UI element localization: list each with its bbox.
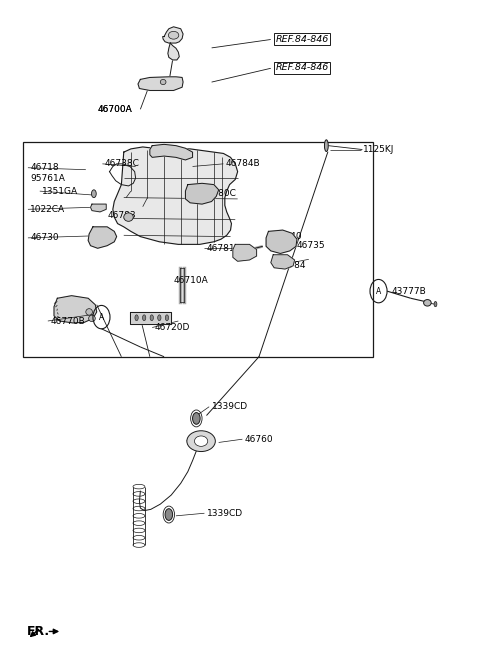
Ellipse shape xyxy=(324,140,328,151)
Polygon shape xyxy=(91,204,106,212)
Polygon shape xyxy=(130,312,171,324)
Ellipse shape xyxy=(434,301,437,307)
Polygon shape xyxy=(150,144,192,160)
Text: FR.: FR. xyxy=(26,625,49,638)
Text: 46700A: 46700A xyxy=(97,105,132,114)
Ellipse shape xyxy=(135,315,138,321)
Text: 46770B: 46770B xyxy=(50,316,85,326)
Ellipse shape xyxy=(124,213,133,221)
Text: 46784: 46784 xyxy=(278,261,306,271)
Bar xyxy=(23,142,373,357)
Ellipse shape xyxy=(194,436,208,446)
Text: 46760: 46760 xyxy=(245,435,274,443)
Text: 95761A: 95761A xyxy=(30,174,65,183)
Polygon shape xyxy=(138,77,183,90)
Ellipse shape xyxy=(187,431,216,451)
Text: REF.84-846: REF.84-846 xyxy=(276,35,329,44)
Ellipse shape xyxy=(143,315,146,321)
Text: A: A xyxy=(99,312,104,322)
Text: 1125KJ: 1125KJ xyxy=(363,145,395,154)
Ellipse shape xyxy=(92,190,96,198)
Polygon shape xyxy=(54,295,96,323)
Ellipse shape xyxy=(160,79,166,84)
Text: 46781A: 46781A xyxy=(207,244,241,253)
Text: 46718: 46718 xyxy=(30,163,59,172)
Text: REF.84-846: REF.84-846 xyxy=(276,64,329,72)
Text: A: A xyxy=(376,287,381,295)
Ellipse shape xyxy=(165,509,173,520)
Ellipse shape xyxy=(86,309,93,315)
Ellipse shape xyxy=(165,315,168,321)
Ellipse shape xyxy=(150,315,154,321)
Polygon shape xyxy=(233,244,257,261)
Text: 46738C: 46738C xyxy=(105,159,140,168)
Ellipse shape xyxy=(168,31,179,39)
Text: 46730: 46730 xyxy=(30,233,59,242)
Text: 46784B: 46784B xyxy=(226,159,260,168)
Ellipse shape xyxy=(158,315,161,321)
Text: 46735: 46735 xyxy=(297,241,325,250)
Text: 46720D: 46720D xyxy=(155,323,190,332)
Polygon shape xyxy=(271,255,295,269)
Text: 46783: 46783 xyxy=(107,212,136,220)
Ellipse shape xyxy=(89,315,96,322)
Polygon shape xyxy=(88,227,117,248)
Text: 43777B: 43777B xyxy=(392,288,427,296)
Text: 46780C: 46780C xyxy=(202,189,237,198)
Ellipse shape xyxy=(192,413,200,424)
Polygon shape xyxy=(266,230,297,253)
Ellipse shape xyxy=(424,299,431,306)
Text: 95840: 95840 xyxy=(273,232,302,241)
Text: 46710A: 46710A xyxy=(174,276,208,284)
Polygon shape xyxy=(185,183,219,204)
Text: 1351GA: 1351GA xyxy=(42,187,78,196)
Polygon shape xyxy=(168,43,179,60)
Polygon shape xyxy=(113,147,238,244)
Text: 1339CD: 1339CD xyxy=(207,509,243,517)
Text: 1339CD: 1339CD xyxy=(212,402,248,411)
Text: 1022CA: 1022CA xyxy=(30,205,65,214)
Polygon shape xyxy=(163,27,183,43)
Text: 46700A: 46700A xyxy=(97,105,132,114)
